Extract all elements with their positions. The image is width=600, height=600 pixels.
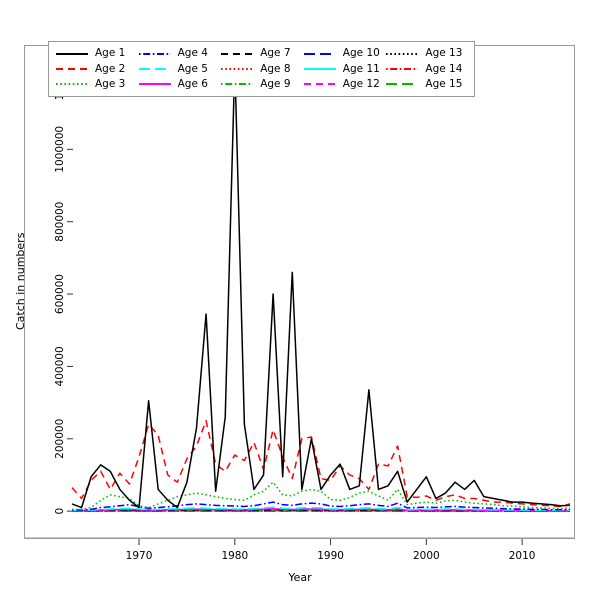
legend-label: Age 11 — [342, 62, 380, 75]
legend-key-icon — [138, 83, 171, 86]
legend-item-age-8: Age 8 — [220, 61, 303, 76]
legend-key-icon — [221, 67, 254, 70]
series-line-age-2 — [71, 419, 571, 508]
legend-item-age-1: Age 1 — [55, 46, 138, 61]
legend-key-icon — [138, 67, 171, 70]
legend-key-icon — [386, 83, 419, 86]
series-line-age-1 — [71, 61, 571, 509]
y-tick-label: 800000 — [54, 202, 66, 242]
legend-label: Age 5 — [177, 62, 208, 75]
y-tick-label: 600000 — [54, 274, 66, 314]
series-line-age-5 — [72, 506, 571, 512]
legend-item-age-12: Age 12 — [303, 77, 386, 92]
plot-frame — [24, 45, 575, 539]
y-tick-label: 400000 — [54, 346, 66, 386]
x-tick-label: 1980 — [221, 550, 248, 562]
legend-label: Age 12 — [342, 78, 380, 91]
legend-key-icon — [56, 83, 88, 86]
legend-item-age-14: Age 14 — [385, 61, 468, 76]
y-tick-label: 200000 — [54, 419, 66, 459]
legend-label: Age 14 — [425, 62, 463, 75]
legend-item-age-9: Age 9 — [220, 77, 303, 92]
y-tick-label: 1000000 — [54, 126, 66, 173]
legend-label: Age 7 — [260, 47, 291, 60]
x-tick-label: 2000 — [413, 550, 440, 562]
legend-item-age-4: Age 4 — [138, 46, 221, 61]
x-tick-label: 1970 — [126, 550, 153, 562]
y-tick-label: 0 — [54, 508, 66, 515]
legend-key-icon — [386, 52, 419, 55]
legend-item-age-13: Age 13 — [385, 46, 468, 61]
legend-label: Age 4 — [177, 47, 208, 60]
series-line-age-8 — [72, 509, 571, 512]
legend-label: Age 15 — [425, 78, 463, 91]
x-axis-title: Year — [288, 571, 312, 584]
x-axis-ticks: 1970 1980 1990 2000 2010 — [24, 537, 575, 562]
legend: Age 1 Age 2 Age 3 Age 4 Age 5 Age 6 Age 7 Age 8… — [48, 41, 475, 97]
legend-grid: Age 1 Age 2 Age 3 Age 4 Age 5 Age 6 Age 7 Age 8… — [49, 42, 474, 96]
series-line-age-3 — [72, 481, 571, 511]
legend-label: Age 2 — [95, 62, 126, 75]
legend-label: Age 8 — [260, 62, 291, 75]
series-group — [71, 61, 571, 512]
legend-key-icon — [221, 52, 254, 55]
legend-key-icon — [303, 67, 336, 70]
legend-key-icon — [56, 52, 88, 55]
legend-item-age-11: Age 11 — [303, 61, 386, 76]
legend-item-age-3: Age 3 — [55, 77, 138, 92]
legend-item-age-2: Age 2 — [55, 61, 138, 76]
legend-label: Age 3 — [95, 78, 126, 91]
legend-label: Age 6 — [177, 78, 208, 91]
legend-key-icon — [56, 67, 88, 70]
legend-item-age-10: Age 10 — [303, 46, 386, 61]
legend-item-age-6: Age 6 — [138, 77, 221, 92]
legend-key-icon — [303, 52, 336, 55]
x-tick-label: 2010 — [509, 550, 536, 562]
legend-label: Age 1 — [95, 47, 126, 60]
legend-item-age-5: Age 5 — [138, 61, 221, 76]
legend-key-icon — [386, 67, 419, 70]
legend-label: Age 13 — [425, 47, 463, 60]
legend-label: Age 10 — [342, 47, 380, 60]
legend-label: Age 9 — [260, 78, 291, 91]
legend-item-age-15: Age 15 — [385, 77, 468, 92]
legend-key-icon — [303, 83, 336, 86]
legend-key-icon — [221, 83, 254, 86]
x-tick-label: 1990 — [317, 550, 344, 562]
legend-key-icon — [138, 52, 171, 55]
series-line-age-4 — [72, 501, 571, 511]
legend-item-age-7: Age 7 — [220, 46, 303, 61]
